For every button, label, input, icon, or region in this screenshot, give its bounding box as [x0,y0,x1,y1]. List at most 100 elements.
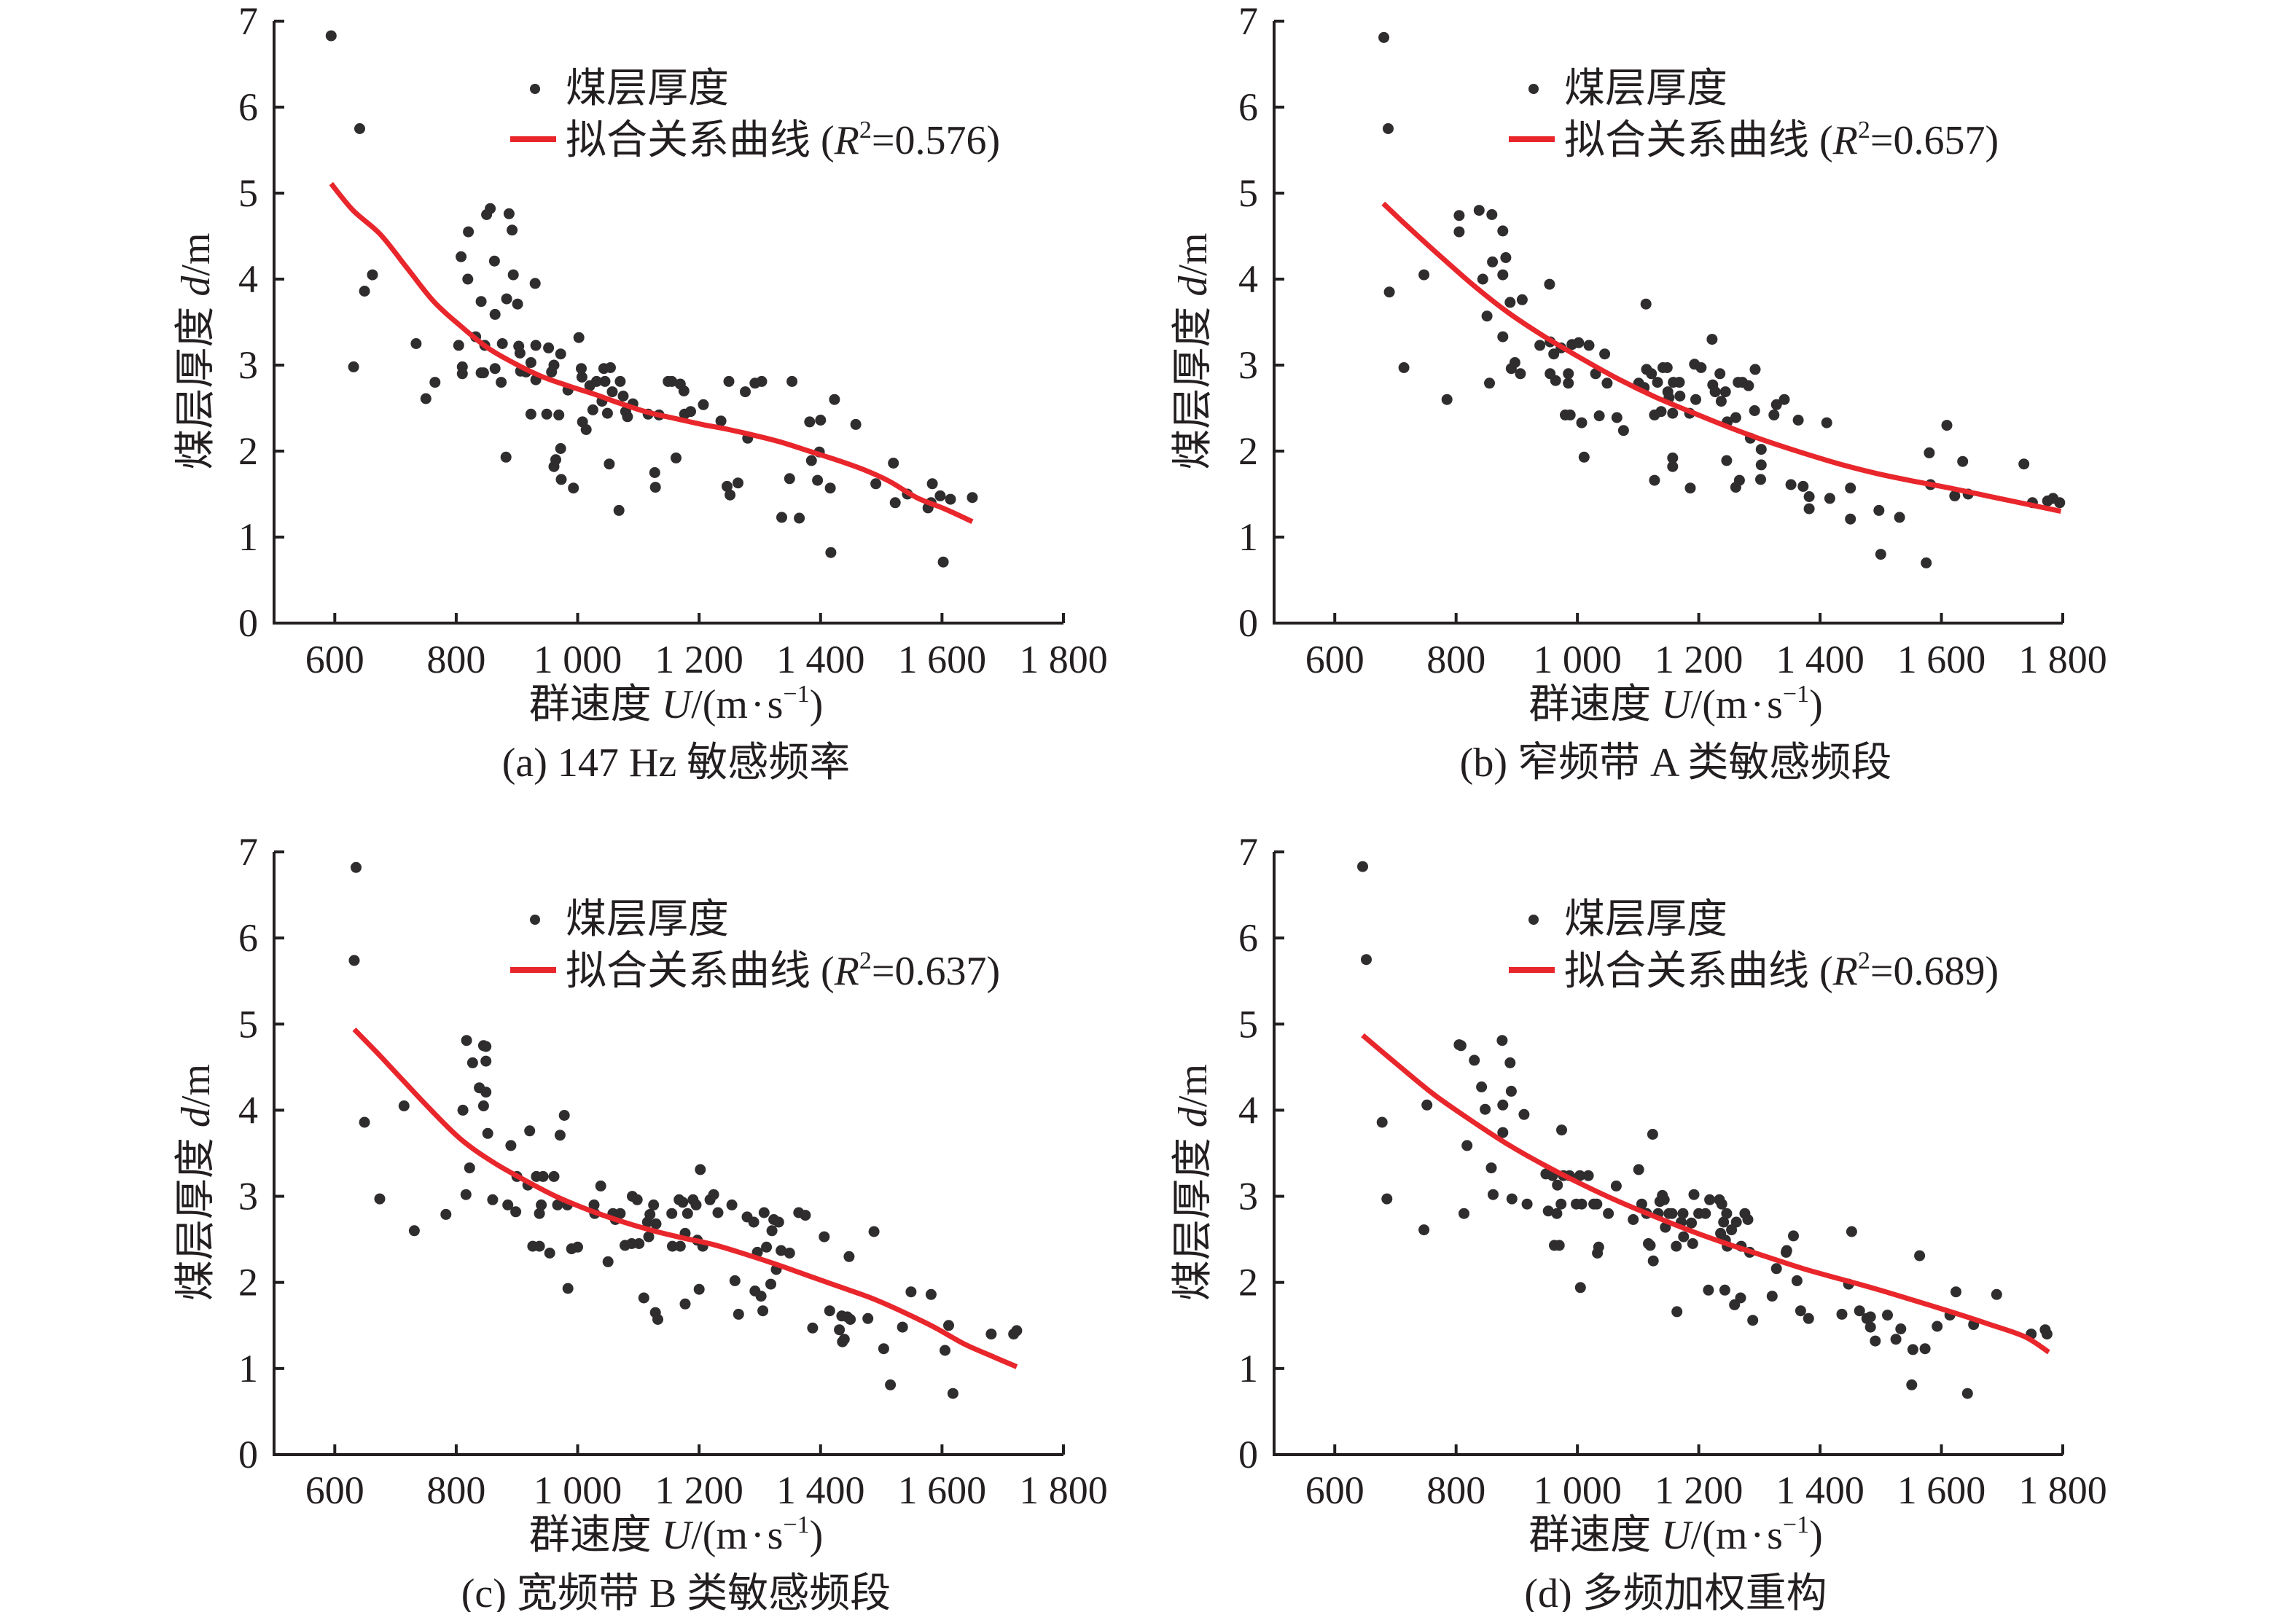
data-point [1578,451,1590,463]
data-point [786,375,798,387]
data-point [461,1035,472,1046]
x-tick-label: 1 200 [655,1468,743,1512]
data-point [572,1241,583,1253]
data-point [1378,31,1390,43]
data-point [480,1055,492,1067]
data-point [1846,1226,1857,1237]
data-point [524,1125,536,1137]
data-point [543,342,555,353]
data-point [667,1240,678,1252]
x-tick-label: 600 [305,638,364,681]
data-point [558,1110,570,1121]
y-tick-label: 4 [1238,1088,1258,1132]
chart-panel-d: 0 1 2 3 4 5 6 7 600 800 1 000 1 200 1 400 1 600 1 800 煤… [1171,830,2107,1612]
data-point [729,1275,741,1286]
data-point [1469,1055,1480,1066]
legend-point-marker [530,84,540,94]
data-point [1544,278,1555,290]
data-point [776,512,787,523]
data-point [622,411,633,423]
data-point [674,1240,686,1252]
data-point [666,1208,678,1219]
data-point [1476,1081,1488,1092]
data-point [715,415,727,427]
x-tick-label: 800 [426,638,485,681]
data-point [726,1199,738,1210]
data-point [489,363,501,375]
data-point [1661,362,1673,373]
data-point [1907,1344,1918,1355]
data-point [652,1314,663,1325]
legend-point-marker [1528,84,1539,94]
data-point [794,512,805,524]
data-point [633,1238,645,1249]
data-point [1795,1305,1806,1317]
data-point [1845,513,1856,525]
data-point [1548,348,1560,360]
x-tick-label: 1 200 [1655,638,1744,681]
data-point [1704,1194,1716,1205]
data-point [604,458,615,470]
data-point [862,1312,874,1324]
data-point [740,386,751,398]
data-point [1453,210,1465,222]
data-point [698,399,709,410]
data-point [477,367,489,379]
data-point [480,1087,492,1098]
data-point [1383,286,1395,298]
data-point [576,363,587,375]
data-point [595,1180,606,1192]
data-point [666,375,678,387]
data-point [614,375,626,387]
y-tick-label: 5 [1238,1002,1258,1046]
data-point [1485,1162,1497,1174]
data-point [1687,1238,1698,1249]
data-point [1576,1198,1588,1210]
scatter-series [348,861,1023,1399]
data-point [1677,1208,1689,1219]
data-point [805,455,817,466]
data-point [1610,1180,1622,1192]
data-point [1486,209,1498,220]
data-point [554,1130,566,1141]
data-point [1781,1245,1792,1256]
data-point [1550,375,1561,386]
data-point [671,452,682,463]
data-point [514,348,526,359]
data-point [457,1104,469,1116]
data-point [758,1207,770,1218]
data-point [733,1308,744,1320]
data-point [1718,1216,1730,1228]
data-point [1556,1124,1567,1136]
data-point [1730,482,1741,493]
data-point [638,1292,649,1304]
data-point [487,1194,499,1205]
data-point [807,1322,819,1334]
data-point [1766,1291,1778,1302]
data-point [1749,405,1760,416]
x-tick-label: 1 800 [1019,638,1108,681]
data-point [348,361,359,372]
x-tick-label: 600 [305,1468,364,1512]
data-point [2054,497,2066,509]
data-point [1792,415,1804,426]
data-point [649,467,660,478]
data-point [1890,1334,1902,1345]
data-point [945,493,956,505]
x-tick-label: 1 600 [898,638,987,681]
data-point [525,408,536,420]
y-tick-label: 3 [238,343,258,387]
y-tick-label: 0 [1238,1433,1258,1476]
axis-lines [1273,852,2063,1456]
data-point [934,490,946,501]
data-point [755,1291,767,1302]
data-point [1755,444,1767,455]
data-point [712,1207,724,1218]
data-point [1770,399,1782,410]
data-point [1497,225,1509,237]
data-point [773,1216,784,1228]
data-point [1895,1323,1907,1334]
data-point [466,1057,478,1068]
data-point [757,1305,769,1317]
